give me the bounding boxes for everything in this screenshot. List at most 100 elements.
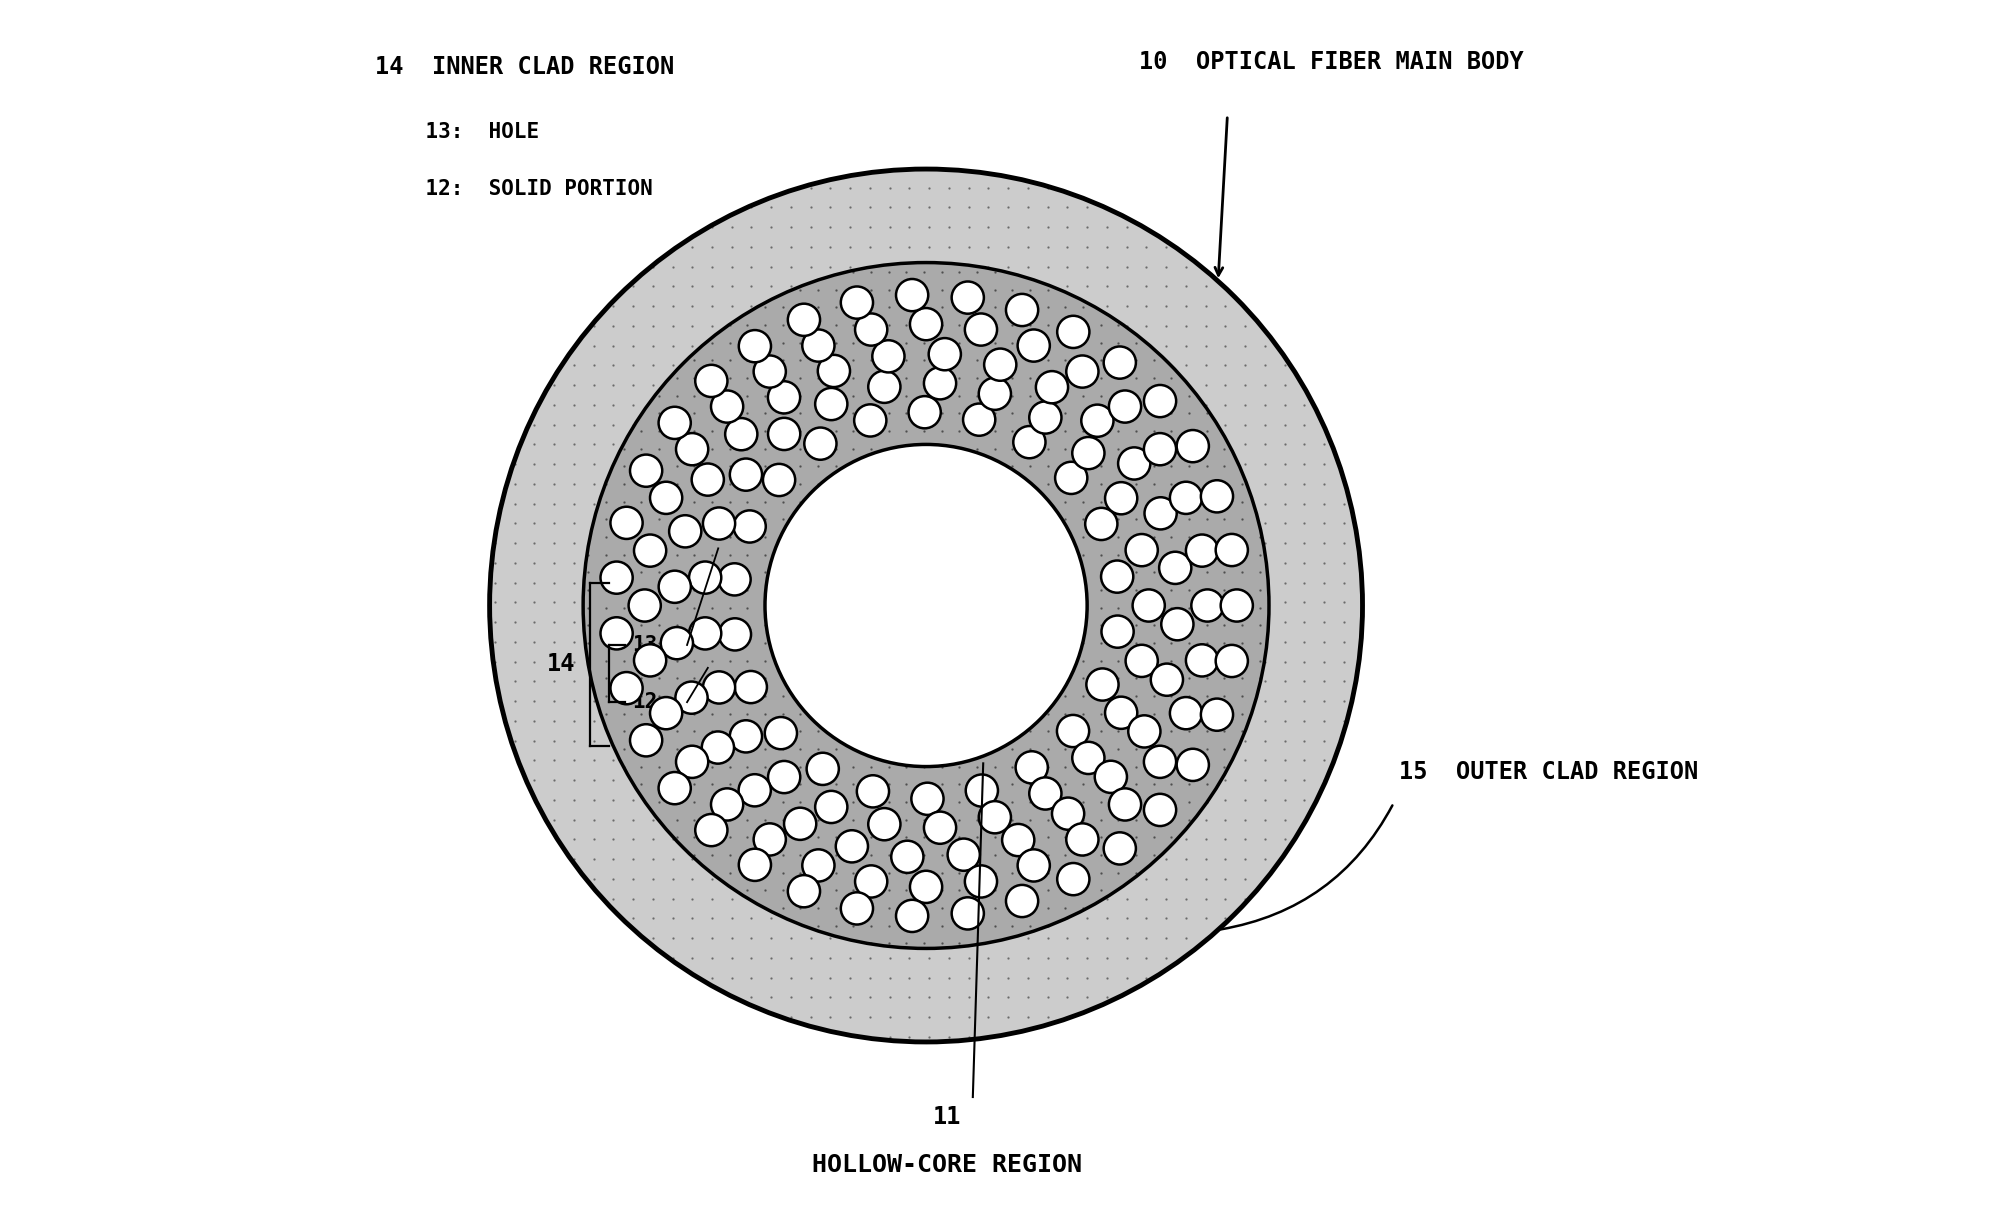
Text: 14: 14 <box>548 653 576 676</box>
Circle shape <box>763 464 795 497</box>
Circle shape <box>600 618 632 649</box>
Circle shape <box>719 563 751 596</box>
Circle shape <box>909 871 941 903</box>
Circle shape <box>907 396 941 429</box>
Text: 11: 11 <box>931 1104 961 1129</box>
Circle shape <box>765 444 1086 767</box>
Circle shape <box>710 390 743 423</box>
Circle shape <box>1030 401 1062 434</box>
Circle shape <box>628 590 660 621</box>
Circle shape <box>1118 447 1150 480</box>
Circle shape <box>660 627 692 659</box>
Circle shape <box>787 876 819 907</box>
Circle shape <box>658 773 690 804</box>
Circle shape <box>805 427 837 460</box>
Circle shape <box>490 170 1363 1041</box>
Circle shape <box>855 314 887 345</box>
Circle shape <box>977 378 1010 409</box>
Circle shape <box>787 304 819 335</box>
Circle shape <box>923 367 955 400</box>
Circle shape <box>1170 698 1202 729</box>
Circle shape <box>1144 794 1176 826</box>
Circle shape <box>1186 644 1218 677</box>
Circle shape <box>895 279 927 311</box>
Circle shape <box>965 775 997 807</box>
Circle shape <box>739 774 771 807</box>
Circle shape <box>1190 590 1222 621</box>
Circle shape <box>841 287 873 318</box>
Circle shape <box>927 338 961 371</box>
Circle shape <box>1030 777 1062 810</box>
Circle shape <box>1144 385 1176 417</box>
Circle shape <box>600 562 632 593</box>
Circle shape <box>815 791 847 823</box>
Circle shape <box>951 281 983 314</box>
Circle shape <box>650 698 682 729</box>
Circle shape <box>1104 832 1136 865</box>
Circle shape <box>1001 823 1034 856</box>
Circle shape <box>853 404 885 436</box>
Circle shape <box>668 515 700 547</box>
Circle shape <box>1100 561 1132 592</box>
Circle shape <box>1080 404 1114 437</box>
Circle shape <box>733 510 765 543</box>
Circle shape <box>857 775 889 808</box>
Circle shape <box>582 263 1268 948</box>
Circle shape <box>855 866 887 897</box>
Circle shape <box>630 724 662 757</box>
Circle shape <box>753 823 785 855</box>
Circle shape <box>977 802 1010 833</box>
Circle shape <box>817 355 849 388</box>
Circle shape <box>1104 346 1136 379</box>
Circle shape <box>1176 748 1208 781</box>
Circle shape <box>702 507 735 540</box>
Circle shape <box>815 388 847 420</box>
Circle shape <box>951 897 983 930</box>
Circle shape <box>767 418 801 450</box>
Circle shape <box>841 893 873 924</box>
Circle shape <box>965 314 997 345</box>
Circle shape <box>710 788 743 821</box>
Circle shape <box>690 464 723 495</box>
Circle shape <box>1126 644 1158 677</box>
Circle shape <box>867 371 899 403</box>
Circle shape <box>1144 434 1176 465</box>
Circle shape <box>1084 507 1116 540</box>
Circle shape <box>729 459 763 490</box>
Circle shape <box>767 381 799 413</box>
Circle shape <box>1056 316 1090 348</box>
Circle shape <box>871 340 903 373</box>
Circle shape <box>694 814 727 846</box>
Circle shape <box>895 900 927 932</box>
Circle shape <box>658 570 690 603</box>
Circle shape <box>1056 714 1088 747</box>
Circle shape <box>891 840 923 873</box>
Circle shape <box>1144 746 1176 777</box>
Circle shape <box>1104 482 1136 515</box>
Circle shape <box>1018 849 1050 882</box>
Text: 14  INNER CLAD REGION: 14 INNER CLAD REGION <box>375 54 674 79</box>
Circle shape <box>729 721 763 752</box>
Circle shape <box>1200 699 1232 730</box>
Circle shape <box>911 782 943 815</box>
Circle shape <box>1158 552 1190 584</box>
Circle shape <box>909 308 941 340</box>
Text: HOLLOW-CORE REGION: HOLLOW-CORE REGION <box>811 1153 1082 1177</box>
Circle shape <box>739 849 771 880</box>
Circle shape <box>1094 761 1126 793</box>
Circle shape <box>1006 294 1038 326</box>
Circle shape <box>634 534 666 567</box>
Circle shape <box>694 365 727 397</box>
Circle shape <box>1126 534 1158 567</box>
Text: 13:  HOLE: 13: HOLE <box>375 122 540 142</box>
Circle shape <box>835 831 867 862</box>
Circle shape <box>1200 481 1232 512</box>
Circle shape <box>735 671 767 704</box>
Text: 13: 13 <box>632 635 656 655</box>
Circle shape <box>1086 668 1118 701</box>
Circle shape <box>963 403 995 436</box>
Text: 15  OUTER CLAD REGION: 15 OUTER CLAD REGION <box>1399 759 1698 784</box>
Circle shape <box>1016 751 1048 784</box>
Circle shape <box>965 866 997 897</box>
Circle shape <box>1160 608 1192 641</box>
